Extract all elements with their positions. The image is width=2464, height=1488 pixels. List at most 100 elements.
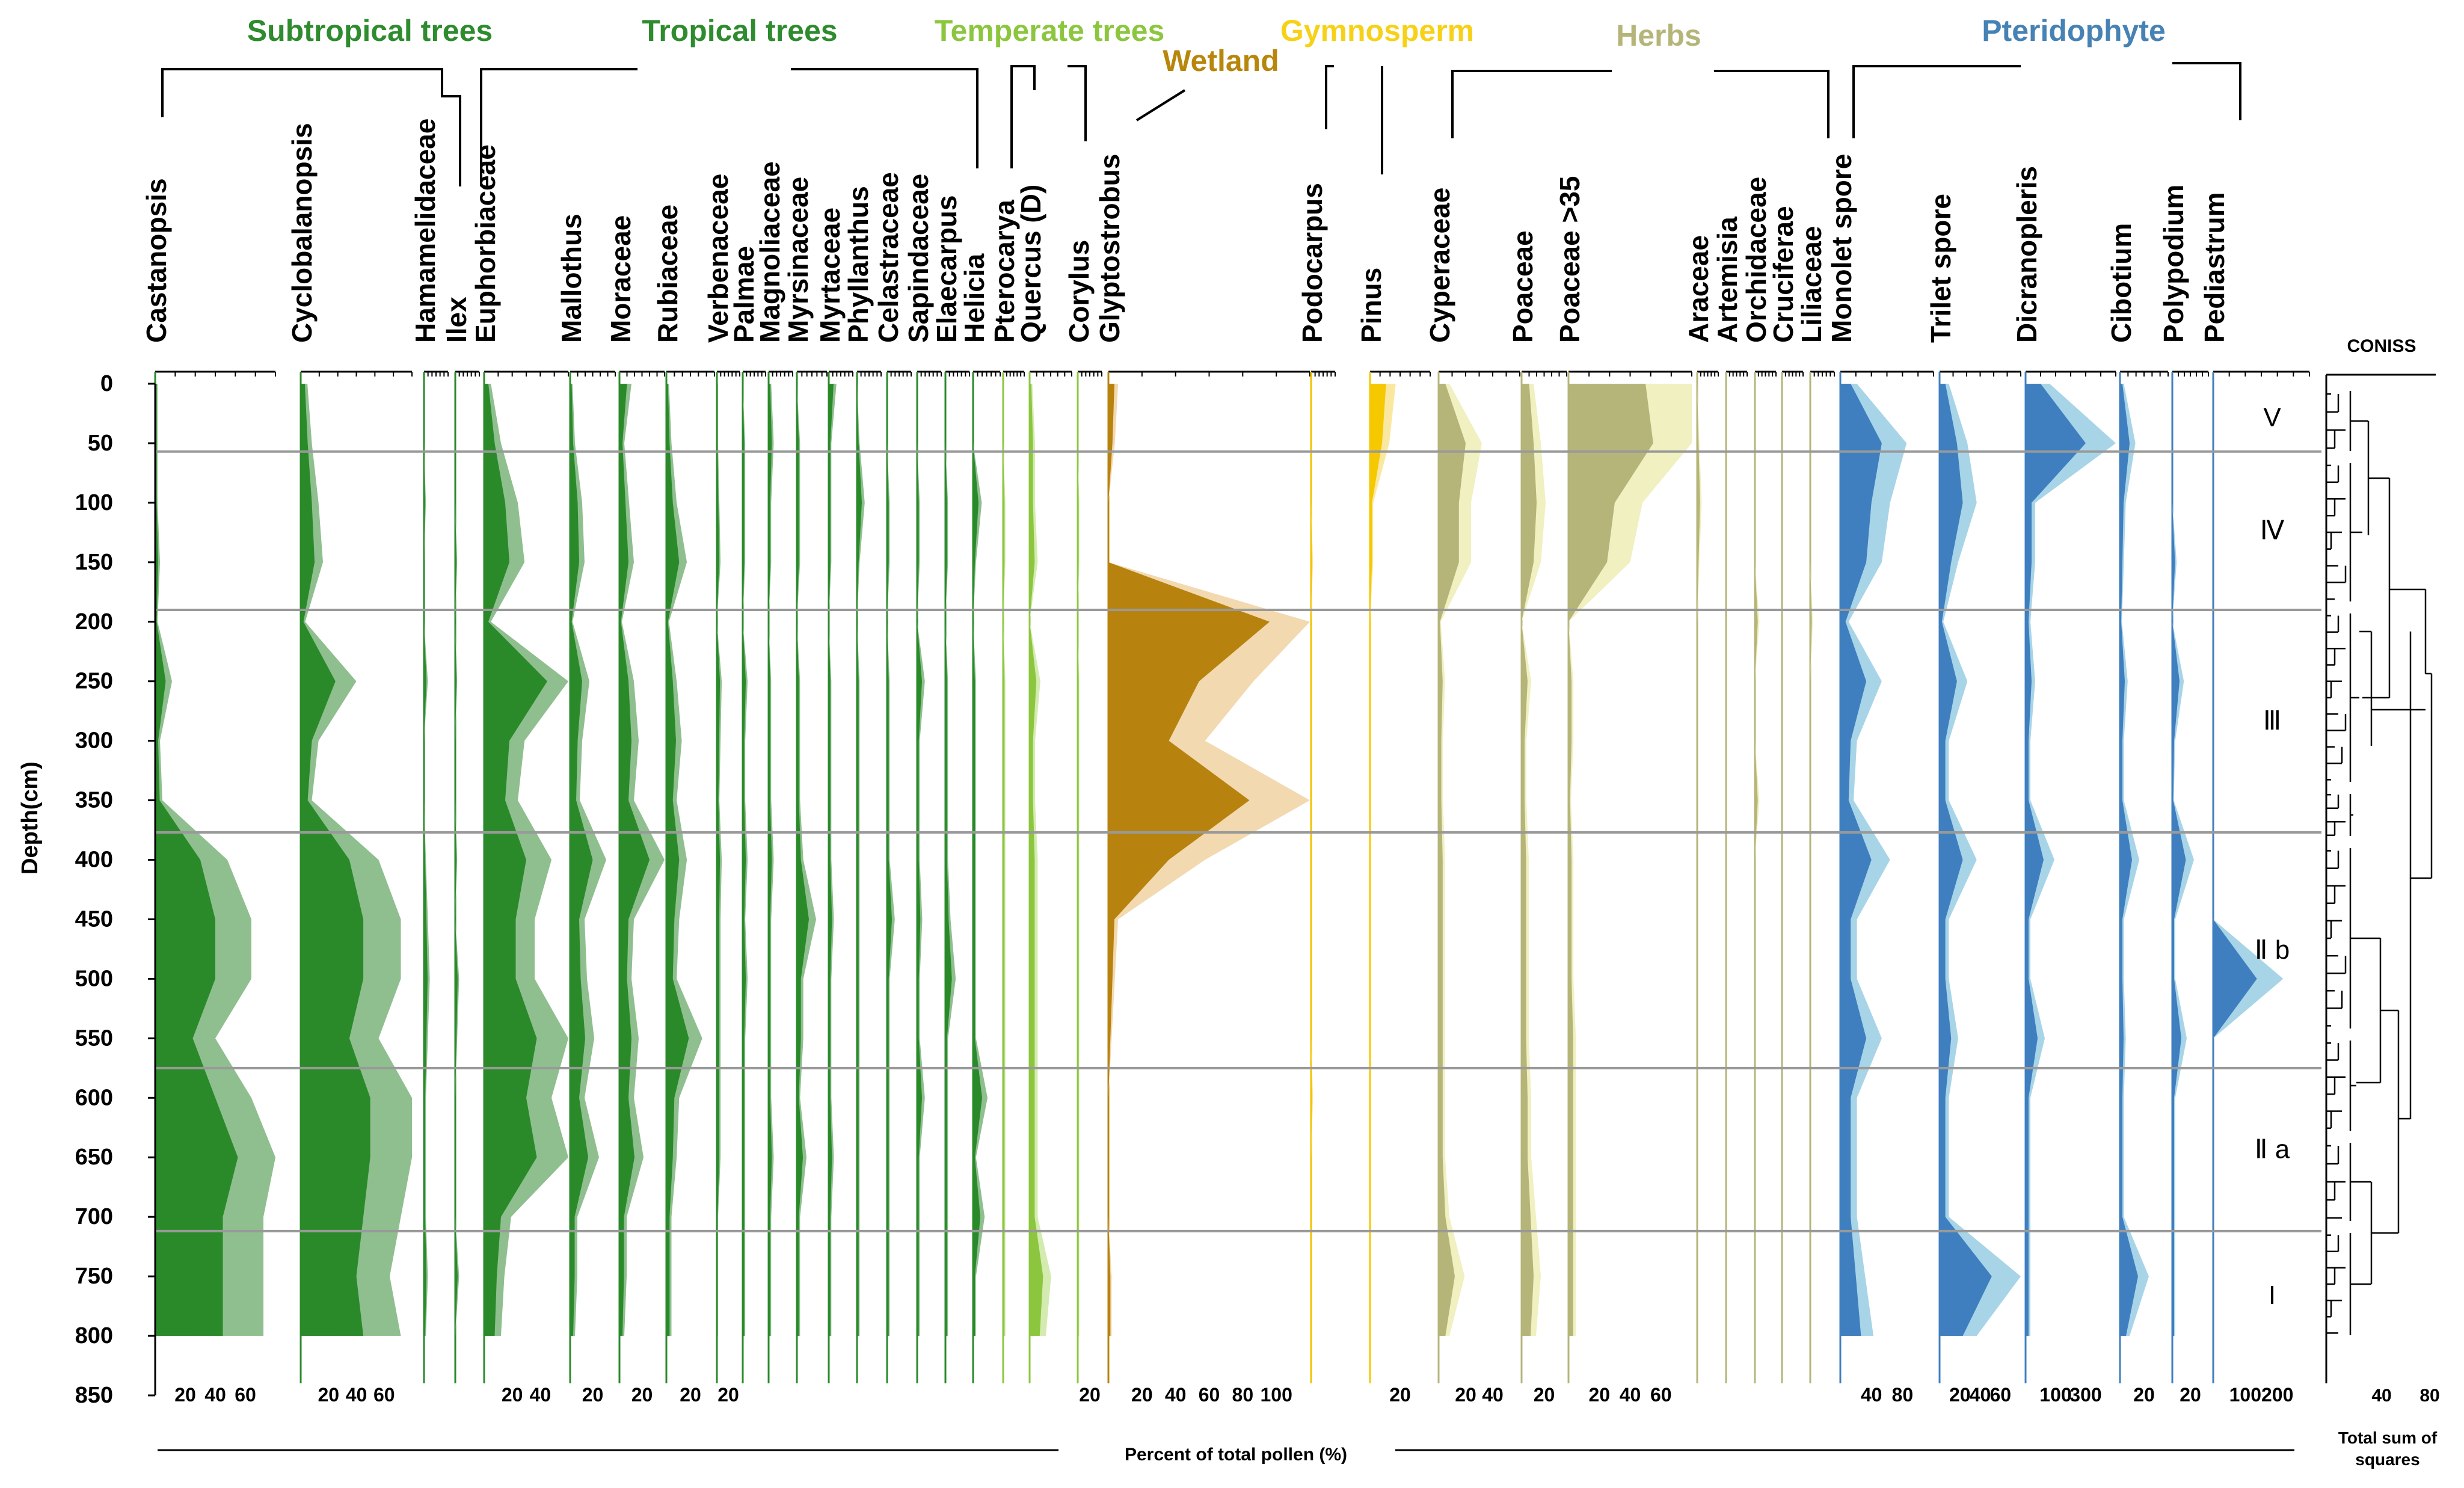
taxon-name: Poaceae >35 xyxy=(1554,176,1585,343)
taxon-name: Quercus (D) xyxy=(1015,185,1046,343)
taxon-name: Cibotium xyxy=(2106,223,2137,343)
group-bracket xyxy=(1010,65,1036,168)
taxon-area xyxy=(1078,384,1079,1336)
x-tick-label: 20 xyxy=(2133,1384,2155,1406)
taxon-name: Pediastrum xyxy=(2199,192,2230,343)
depth-tick-label: 350 xyxy=(75,788,113,813)
group-bracket xyxy=(1068,65,1087,141)
taxon-name: Myrtaceae xyxy=(814,208,846,343)
group-bracket xyxy=(480,68,638,186)
taxon-name: Moraceae xyxy=(605,215,636,343)
depth-tick-label: 450 xyxy=(75,906,113,932)
zone-lines: V Ⅳ Ⅲ Ⅱ b Ⅱ a I xyxy=(155,402,2321,1310)
group-bracket xyxy=(1135,89,1186,121)
taxon-name: Elaecarpus xyxy=(931,195,962,343)
x-tick-label: 20 xyxy=(1949,1384,1971,1406)
taxon-area xyxy=(455,384,458,1336)
taxon-area xyxy=(484,384,547,1336)
x-tick-label: 20 xyxy=(1588,1384,1610,1406)
x-tick-label: 200 xyxy=(2261,1384,2293,1406)
group-label: Wetland xyxy=(1163,44,1279,78)
coniss-branches xyxy=(2326,391,2433,1335)
x-tick-label: 60 xyxy=(1199,1384,1220,1406)
group-headers: Subtropical trees Tropical trees Temperate… xyxy=(161,14,2241,186)
group-label: Tropical trees xyxy=(642,14,837,48)
taxon-area xyxy=(769,384,772,1336)
x-tick-label: 60 xyxy=(1989,1384,2011,1406)
taxon-name: Orchidaceae xyxy=(1740,177,1772,343)
zone-label: Ⅱ b xyxy=(2255,935,2290,965)
depth-tick-label: 150 xyxy=(75,550,113,575)
x-tick-label: 20 xyxy=(631,1384,653,1406)
x-tick-label: 20 xyxy=(1131,1384,1153,1406)
zone-label: Ⅱ a xyxy=(2255,1134,2290,1164)
taxon-name: Ilex xyxy=(441,297,472,343)
taxon-area xyxy=(1030,384,1043,1336)
taxon-area xyxy=(1755,384,1758,1336)
taxon-name: Pinus xyxy=(1356,268,1387,343)
taxon-area-exaggerated xyxy=(829,384,837,1336)
taxon-area xyxy=(666,384,689,1336)
zone-label: Ⅳ xyxy=(2260,515,2285,545)
x-tick-label: 20 xyxy=(582,1384,604,1406)
group-label: Gymnosperm xyxy=(1280,14,1474,48)
depth-tick-label: 300 xyxy=(75,728,113,754)
taxon-area xyxy=(945,384,952,1336)
x-tick-label: 40 xyxy=(1970,1384,1991,1406)
taxon-area-exaggerated xyxy=(887,384,895,1336)
taxon-area xyxy=(1108,384,1270,1336)
x-tick-label: 80 xyxy=(1232,1384,1254,1406)
x-tick-label: 40 xyxy=(1482,1384,1504,1406)
taxon-area xyxy=(1810,384,1812,1336)
depth-tick-label: 250 xyxy=(75,669,113,694)
taxon-name: Dicranopleris xyxy=(2011,166,2042,343)
taxon-area-exaggerated xyxy=(1370,384,1396,1336)
taxon-area-exaggerated xyxy=(1030,384,1051,1336)
zone-label: V xyxy=(2263,402,2281,432)
zone-label: I xyxy=(2269,1280,2276,1310)
taxon-area xyxy=(797,384,809,1336)
taxon-area xyxy=(1522,384,1537,1336)
x-tick-label: 40 xyxy=(204,1384,226,1406)
taxon-area xyxy=(1311,384,1312,1336)
coniss-xlabel: squares xyxy=(2355,1450,2419,1469)
taxon-area xyxy=(1370,384,1386,1336)
taxon-name: Liliaceae xyxy=(1796,226,1827,343)
taxon-area xyxy=(1003,384,1005,1336)
taxon-name: Cyperaceae xyxy=(1424,188,1455,343)
depth-tick-label: 750 xyxy=(75,1264,113,1289)
taxon-name: Castanopsis xyxy=(141,178,172,343)
x-tick-label: 20 xyxy=(318,1384,339,1406)
taxon-area-exaggerated xyxy=(945,384,956,1336)
coniss-dendrogram: CONISS 40 80 Total sum of squares xyxy=(2325,336,2440,1469)
depth-tick-label: 700 xyxy=(75,1204,113,1229)
group-bracket xyxy=(2172,62,2241,120)
taxon-plots: 20 40 60 20 40 60 20 40 20 20 20 20 20 20 40 60 80 100 20 2… xyxy=(154,370,2310,1406)
taxon-area xyxy=(1840,384,1882,1336)
taxon-name: Sapindaceae xyxy=(903,174,934,343)
depth-tick-label: 50 xyxy=(88,431,113,456)
taxon-area xyxy=(424,384,428,1336)
taxon-name: Monolet spore xyxy=(1826,154,1857,343)
taxon-area xyxy=(155,384,238,1336)
taxon-area xyxy=(857,384,862,1336)
taxon-name: Mallothus xyxy=(556,214,587,343)
depth-tick-label: 0 xyxy=(100,371,113,396)
taxon-name: Corylus xyxy=(1063,240,1095,343)
zone-label: Ⅲ xyxy=(2263,706,2281,736)
coniss-title: CONISS xyxy=(2347,336,2416,356)
x-tick-label: 60 xyxy=(235,1384,256,1406)
taxon-area-exaggerated xyxy=(2120,384,2149,1336)
taxon-area xyxy=(619,384,650,1336)
x-tick-label: 20 xyxy=(680,1384,701,1406)
taxon-area-exaggerated xyxy=(857,384,865,1336)
taxon-name: Polypodium xyxy=(2158,185,2189,343)
taxon-name: Cyclobalanopsis xyxy=(286,123,318,343)
x-tick-label: 300 xyxy=(2069,1384,2101,1406)
taxon-area xyxy=(301,384,370,1336)
x-tick-label: 40 xyxy=(530,1384,551,1406)
group-label: Subtropical trees xyxy=(247,14,493,48)
taxon-area xyxy=(2213,384,2257,1336)
taxon-area xyxy=(829,384,834,1336)
